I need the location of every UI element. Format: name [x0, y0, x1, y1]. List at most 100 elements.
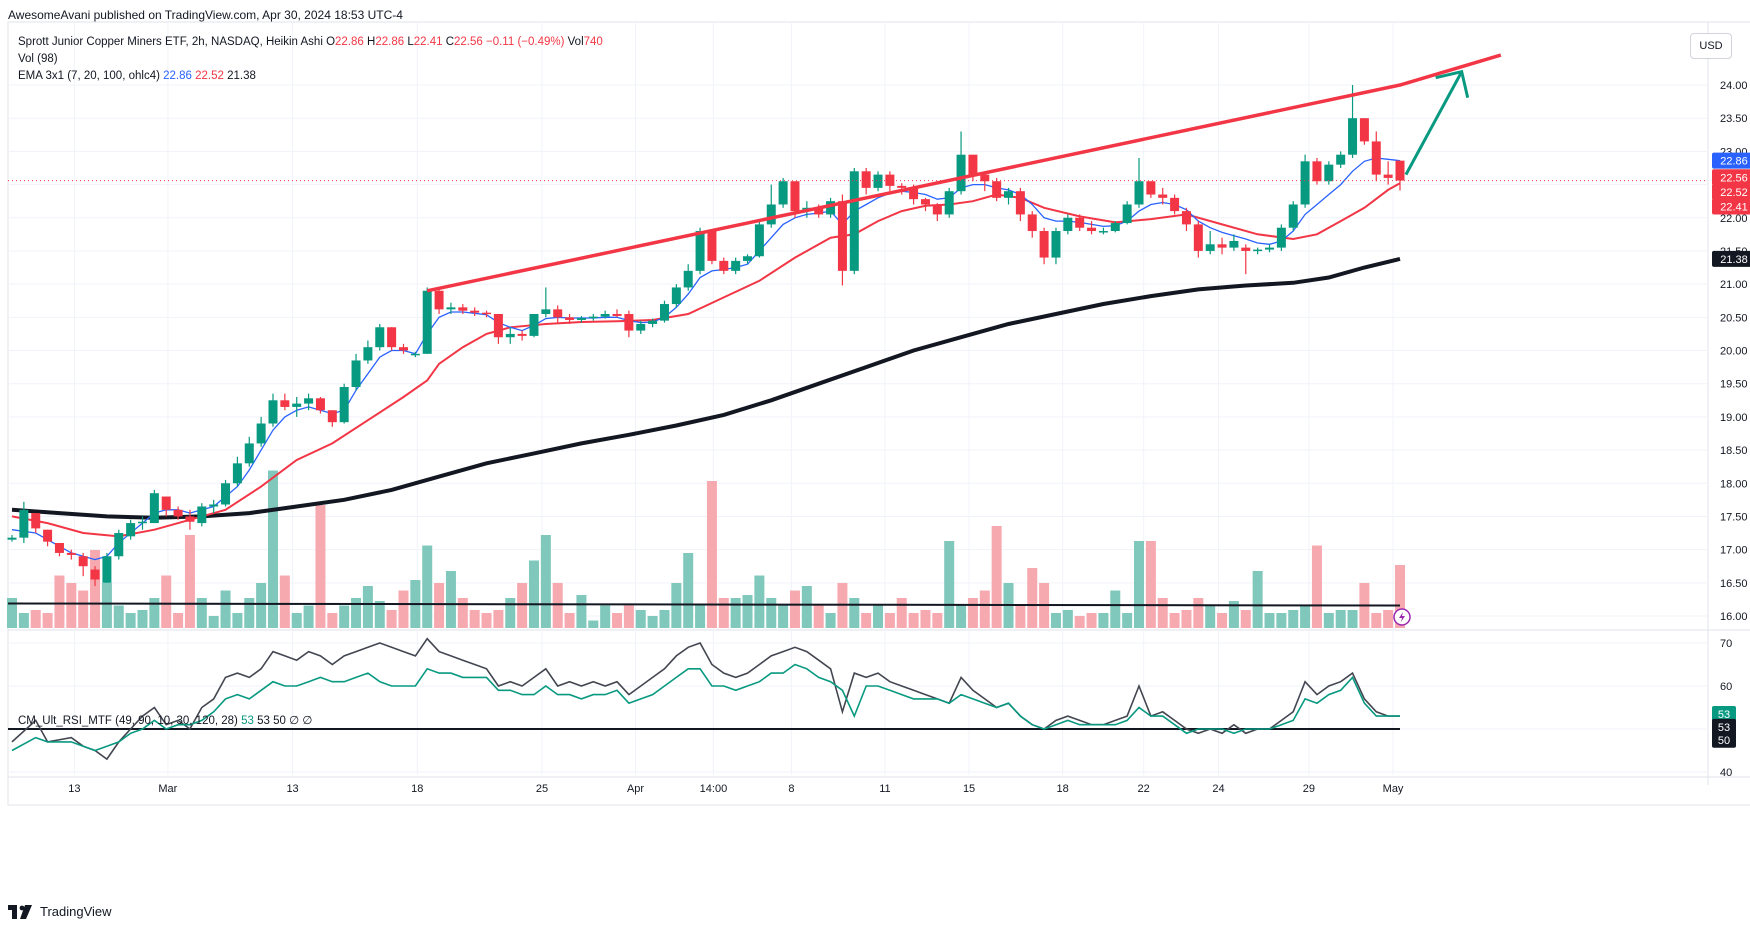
volume-bar	[101, 583, 112, 628]
volume-bar	[78, 590, 89, 628]
volume-bar	[493, 610, 504, 628]
volume-bar	[659, 610, 670, 628]
volume-bar	[1276, 613, 1287, 628]
volume-bar	[683, 553, 694, 628]
candle-body	[505, 333, 515, 338]
rsi-axis-tag: 50	[1712, 731, 1736, 748]
candle	[1336, 151, 1346, 168]
candle	[1253, 247, 1263, 255]
candle-body	[1098, 231, 1108, 233]
volume-bar	[1252, 571, 1263, 628]
candle-body	[743, 256, 753, 261]
candle	[778, 177, 788, 208]
candle-body	[363, 347, 373, 361]
volume-bar	[291, 613, 302, 628]
candle-body	[517, 333, 527, 336]
volume-bar	[600, 605, 611, 628]
candle	[1193, 221, 1203, 258]
time-tick-label: 14:00	[700, 783, 728, 795]
candle-body	[1051, 231, 1061, 258]
candle-body	[980, 174, 990, 182]
candle-body	[814, 207, 824, 215]
candle	[54, 542, 64, 557]
drawings	[8, 53, 1708, 293]
rsi-tag-bg	[1712, 705, 1736, 722]
candle-body	[470, 310, 480, 313]
candle	[766, 184, 776, 228]
candle	[493, 313, 503, 344]
candle	[612, 309, 622, 318]
candle	[1110, 221, 1120, 233]
candle-body	[446, 307, 456, 310]
candle	[1288, 201, 1298, 232]
candle-body	[1134, 181, 1144, 205]
candle	[1229, 234, 1239, 251]
volume-bar	[564, 613, 575, 628]
price-tag-text: 22.52	[1720, 187, 1748, 199]
candle	[482, 310, 492, 318]
candle-body	[126, 523, 136, 537]
price-tick-label: 21.00	[1720, 279, 1748, 291]
time-tick-label: 13	[286, 783, 298, 795]
candle-body	[197, 506, 207, 524]
rsi-tag-bg	[1712, 731, 1736, 748]
price-tick-label: 20.50	[1720, 312, 1748, 324]
ema-row: EMA 3x1 (7, 20, 100, ohlc4) 22.86 22.52 …	[18, 68, 603, 85]
price-tick-label: 18.50	[1720, 445, 1748, 457]
candle-body	[932, 204, 942, 215]
candle-body	[1395, 160, 1405, 181]
volume-bar	[540, 535, 551, 628]
footer-brand[interactable]: TradingView	[8, 904, 112, 919]
time-tick-label: 29	[1303, 783, 1315, 795]
candle	[731, 257, 741, 275]
candle	[920, 197, 930, 212]
candle	[387, 327, 397, 351]
candle-body	[873, 174, 883, 188]
open-value: 22.86	[335, 36, 364, 48]
volume-bar	[766, 598, 777, 628]
candle-body	[1075, 217, 1085, 228]
volume-bar	[956, 605, 967, 628]
volume-bar	[374, 601, 385, 628]
candle-body	[885, 174, 895, 186]
volume-bar	[1217, 613, 1228, 628]
price-axis-tag: 21.38	[1712, 250, 1750, 267]
volume-bar	[303, 605, 314, 628]
price-tick-label: 22.00	[1720, 213, 1748, 225]
candle-body	[1193, 224, 1203, 251]
candle	[1075, 214, 1085, 232]
volume-bar	[445, 571, 456, 628]
volume-bar	[944, 541, 955, 628]
rsi-tick-label: 70	[1720, 638, 1732, 650]
candle	[1039, 227, 1049, 265]
candle-body	[1348, 118, 1358, 155]
volume-bars	[7, 470, 1405, 628]
volume-bar	[125, 613, 136, 628]
candle	[256, 416, 266, 447]
currency-button[interactable]: USD	[1690, 33, 1732, 59]
rsi-tick-label: 60	[1720, 681, 1732, 693]
volume-bar	[873, 605, 884, 628]
candle	[458, 304, 468, 314]
rsi-axis-tag: 53	[1712, 705, 1736, 722]
time-tick-label: Apr	[627, 783, 644, 795]
price-tag-bg	[1712, 152, 1750, 169]
volume-bar	[505, 598, 516, 628]
volume-bar	[1335, 610, 1346, 628]
time-tick-label: 18	[1056, 783, 1068, 795]
volume-bar	[256, 583, 267, 628]
candle	[410, 351, 420, 358]
volume-bar	[457, 598, 468, 628]
volume-bar	[695, 605, 706, 628]
candle-body	[1039, 231, 1049, 258]
candle	[232, 456, 242, 487]
volume-bar	[1205, 605, 1216, 628]
price-tag-bg	[1712, 183, 1750, 200]
ema-slow-line	[11, 256, 1401, 520]
candle	[1051, 227, 1061, 265]
flash-bolt	[1399, 612, 1405, 622]
price-tick-label: 17.00	[1720, 545, 1748, 557]
candle-body	[766, 204, 776, 225]
low-label: L	[407, 36, 414, 48]
